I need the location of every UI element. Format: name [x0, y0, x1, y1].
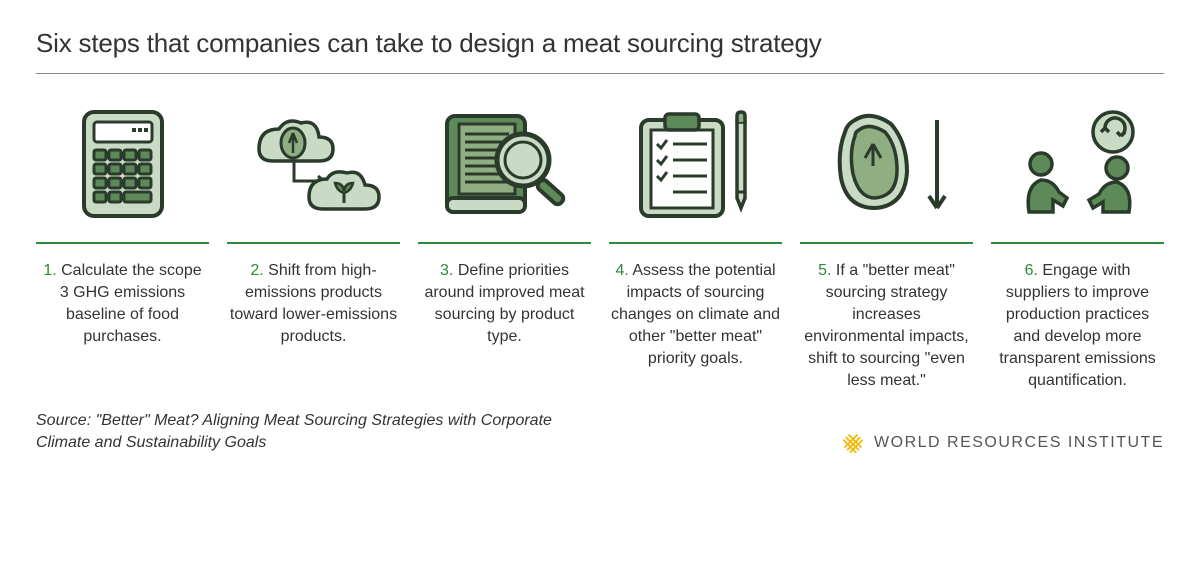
- step-divider: [227, 242, 400, 244]
- step-divider: [800, 242, 973, 244]
- steak-down-icon: [812, 104, 962, 224]
- step-text: 3. Define priorities around improved mea…: [418, 260, 591, 348]
- step-divider: [36, 242, 209, 244]
- footer: Source: "Better" Meat? Aligning Meat Sou…: [36, 410, 1164, 453]
- clipboard-checklist-icon: [621, 104, 771, 224]
- org-branding: WORLD RESOURCES INSTITUTE: [842, 432, 1164, 454]
- org-logo-icon: [842, 432, 864, 454]
- step-1: 1. Calculate the scope 3 GHG emissions b…: [36, 104, 209, 392]
- book-magnifier-icon: [430, 104, 580, 224]
- step-divider: [418, 242, 591, 244]
- step-text: 4. Assess the potential impacts of sourc…: [609, 260, 782, 370]
- step-divider: [609, 242, 782, 244]
- people-cycle-icon: [1003, 104, 1153, 224]
- page-title: Six steps that companies can take to des…: [36, 28, 1164, 74]
- step-text: 2. Shift from high-emissions products to…: [227, 260, 400, 348]
- source-text: Source: "Better" Meat? Aligning Meat Sou…: [36, 410, 556, 453]
- org-name: WORLD RESOURCES INSTITUTE: [874, 434, 1164, 452]
- step-6: 6. Engage with suppliers to improve prod…: [991, 104, 1164, 392]
- clouds-shift-icon: [239, 104, 389, 224]
- step-2: 2. Shift from high-emissions products to…: [227, 104, 400, 392]
- step-text: 6. Engage with suppliers to improve prod…: [991, 260, 1164, 392]
- step-5: 5. If a "better meat" sourcing strategy …: [800, 104, 973, 392]
- calculator-icon: [48, 104, 198, 224]
- step-divider: [991, 242, 1164, 244]
- step-text: 5. If a "better meat" sourcing strategy …: [800, 260, 973, 392]
- step-3: 3. Define priorities around improved mea…: [418, 104, 591, 392]
- step-text: 1. Calculate the scope 3 GHG emissions b…: [36, 260, 209, 348]
- steps-row: 1. Calculate the scope 3 GHG emissions b…: [36, 104, 1164, 392]
- step-4: 4. Assess the potential impacts of sourc…: [609, 104, 782, 392]
